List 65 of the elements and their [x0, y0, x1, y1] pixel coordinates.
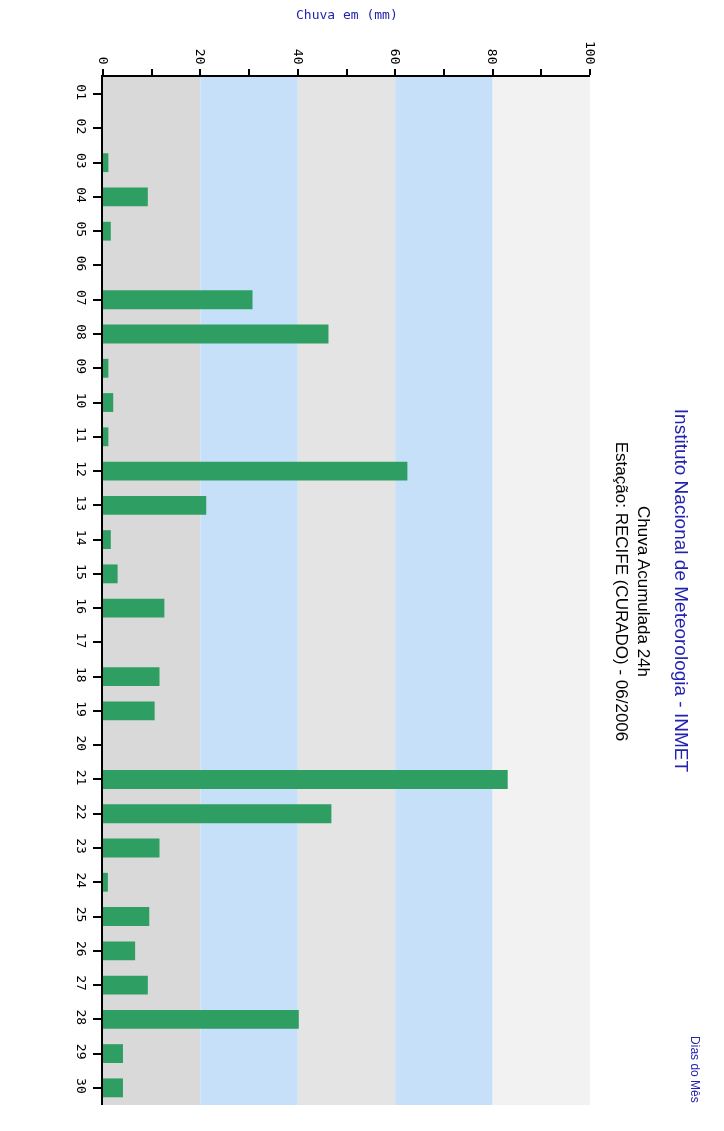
y-tick-label: 05 [74, 221, 90, 238]
bar [103, 1078, 123, 1098]
y-tick-label: 17 [74, 632, 90, 649]
y-tick-label: 01 [74, 84, 90, 101]
y-tick-label: 06 [74, 255, 90, 272]
bar [103, 667, 160, 687]
bar [103, 427, 109, 447]
y-tick-label: 10 [74, 392, 90, 409]
y-tick-label: 30 [74, 1078, 90, 1094]
y-tick-label: 15 [74, 564, 90, 580]
x-tick-label: 20 [193, 48, 209, 65]
bar [103, 941, 136, 961]
bar [103, 153, 109, 173]
bar [103, 770, 508, 789]
y-tick-label: 22 [74, 803, 90, 820]
y-tick-label: 18 [74, 666, 90, 683]
y-tick-label: 14 [74, 529, 90, 546]
y-tick-label: 27 [74, 975, 90, 991]
y-tick-label: 20 [74, 735, 90, 752]
y-tick-label: 26 [74, 941, 90, 957]
y-tick-label: 16 [74, 598, 90, 615]
bar [103, 324, 329, 344]
y-tick-label: 24 [74, 872, 90, 889]
bar [103, 804, 332, 824]
bar [103, 1009, 299, 1029]
bar [103, 393, 114, 412]
bar [103, 530, 111, 550]
x-tick-label: 60 [387, 48, 403, 65]
y-tick-label: 03 [74, 152, 90, 169]
bar [103, 564, 118, 584]
bar [103, 290, 253, 310]
bar [103, 461, 408, 481]
x-tick-label: 0 [95, 56, 111, 65]
bar [103, 598, 165, 618]
y-tick-label: 13 [74, 495, 90, 512]
text: Dias do Mês [687, 1036, 702, 1103]
x-tick-label: 100 [582, 40, 598, 65]
text: Chuva Acumulada 24h Estação: RECIFE (CURADO) - 06/2006 [612, 441, 654, 742]
x-axis-title: Chuva em (mm) [296, 7, 398, 22]
y-tick-label: 04 [74, 187, 90, 203]
y-tick-label: 11 [74, 427, 90, 443]
y-tick-label: 12 [74, 461, 90, 477]
bar [103, 1044, 123, 1064]
bar [103, 975, 148, 995]
y-tick-label: 07 [74, 289, 90, 306]
text: Instituto Nacional de Meteorologia - INMET [671, 408, 693, 773]
y-tick-label: 28 [74, 1009, 90, 1026]
y-tick-label: 25 [74, 906, 90, 923]
bar [103, 907, 150, 926]
y-tick-label: 19 [74, 701, 90, 717]
bar [103, 187, 148, 207]
bar [103, 838, 160, 858]
bar [103, 495, 207, 515]
x-tick-label: 40 [290, 48, 306, 65]
bar [103, 358, 109, 378]
y-tick-label: 08 [74, 324, 90, 340]
bar [103, 872, 108, 892]
y-tick-label: 23 [74, 838, 90, 854]
x-tick-label: 80 [485, 48, 501, 65]
bar [103, 221, 111, 241]
y-tick-label: 21 [74, 769, 90, 786]
y-tick-label: 09 [74, 358, 90, 375]
y-tick-label: 29 [74, 1043, 90, 1060]
bar [103, 701, 155, 721]
y-tick-label: 02 [74, 118, 90, 135]
